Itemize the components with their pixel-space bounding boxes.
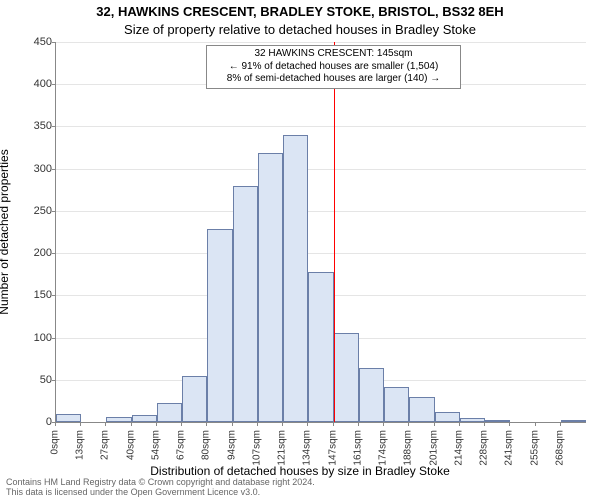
x-tick-label: 201sqm [428,430,439,466]
histogram-bar [207,229,232,422]
x-tick-label: 0sqm [50,430,61,454]
y-tick-label: 50 [12,374,52,386]
x-tick-label: 255sqm [529,430,540,466]
callout-line1: 32 HAWKINS CRESCENT: 145sqm [211,48,456,61]
x-tick-label: 67sqm [176,430,187,460]
x-tick-mark [408,422,409,426]
histogram-bar [182,376,207,422]
callout-line2: ← 91% of detached houses are smaller (1,… [211,61,456,74]
y-tick-mark [52,211,56,212]
y-tick-label: 200 [12,247,52,259]
y-tick-label: 400 [12,78,52,90]
y-tick-label: 350 [12,120,52,132]
x-tick-mark [484,422,485,426]
callout-box: 32 HAWKINS CRESCENT: 145sqm← 91% of deta… [206,45,461,89]
x-tick-mark [535,422,536,426]
x-tick-mark [358,422,359,426]
reference-line [334,42,335,422]
y-tick-mark [52,169,56,170]
gridline-h [56,42,586,43]
histogram-bar [132,415,157,422]
x-tick-mark [80,422,81,426]
x-tick-mark [156,422,157,426]
x-tick-label: 94sqm [226,430,237,460]
histogram-bar [460,418,485,422]
x-tick-mark [131,422,132,426]
x-tick-label: 27sqm [100,430,111,460]
histogram-bar [258,153,283,422]
histogram-bar [283,135,308,422]
histogram-bar [435,412,460,422]
histogram-bar [409,397,434,422]
x-tick-mark [307,422,308,426]
histogram-bar [308,272,333,422]
x-tick-mark [105,422,106,426]
y-tick-label: 0 [12,416,52,428]
chart-subtitle: Size of property relative to detached ho… [0,22,600,37]
x-tick-label: 107sqm [251,430,262,466]
x-axis-label: Distribution of detached houses by size … [0,464,600,478]
histogram-bar [56,414,81,422]
gridline-h [56,126,586,127]
x-tick-label: 54sqm [150,430,161,460]
callout-line3: 8% of semi-detached houses are larger (1… [211,73,456,86]
x-tick-label: 241sqm [504,430,515,466]
histogram-bar [384,387,409,422]
x-tick-label: 214sqm [453,430,464,466]
y-tick-mark [52,253,56,254]
y-tick-mark [52,84,56,85]
y-tick-mark [52,126,56,127]
y-tick-mark [52,42,56,43]
histogram-bar [359,368,384,422]
x-tick-mark [434,422,435,426]
x-tick-mark [459,422,460,426]
histogram-bar [106,417,131,422]
chart-plot-area: 32 HAWKINS CRESCENT: 145sqm← 91% of deta… [55,42,586,423]
x-tick-mark [282,422,283,426]
y-tick-mark [52,380,56,381]
x-tick-mark [509,422,510,426]
y-tick-mark [52,295,56,296]
x-tick-mark [206,422,207,426]
footer-line2: This data is licensed under the Open Gov… [6,488,594,498]
x-tick-mark [232,422,233,426]
histogram-bar [561,420,586,422]
gridline-h [56,211,586,212]
x-tick-label: 121sqm [277,430,288,466]
attribution-footer: Contains HM Land Registry data © Crown c… [6,478,594,498]
histogram-bar [157,403,182,422]
x-tick-mark [55,422,56,426]
gridline-h [56,169,586,170]
histogram-bar [485,420,510,422]
x-tick-label: 13sqm [75,430,86,460]
x-tick-label: 80sqm [201,430,212,460]
x-tick-label: 161sqm [352,430,363,466]
x-tick-label: 174sqm [378,430,389,466]
y-tick-mark [52,338,56,339]
y-tick-label: 250 [12,205,52,217]
x-tick-label: 188sqm [403,430,414,466]
y-tick-label: 100 [12,332,52,344]
x-tick-mark [333,422,334,426]
x-tick-label: 147sqm [327,430,338,466]
y-tick-label: 150 [12,289,52,301]
x-tick-label: 228sqm [479,430,490,466]
x-tick-mark [383,422,384,426]
gridline-h [56,253,586,254]
histogram-bar [334,333,359,422]
x-tick-mark [257,422,258,426]
x-tick-mark [181,422,182,426]
histogram-bar [233,186,258,422]
x-tick-mark [560,422,561,426]
x-tick-label: 268sqm [554,430,565,466]
chart-title-address: 32, HAWKINS CRESCENT, BRADLEY STOKE, BRI… [0,4,600,19]
y-axis-label: Number of detached properties [0,149,11,314]
x-tick-label: 134sqm [302,430,313,466]
x-tick-label: 40sqm [125,430,136,460]
y-tick-label: 300 [12,163,52,175]
y-tick-label: 450 [12,36,52,48]
